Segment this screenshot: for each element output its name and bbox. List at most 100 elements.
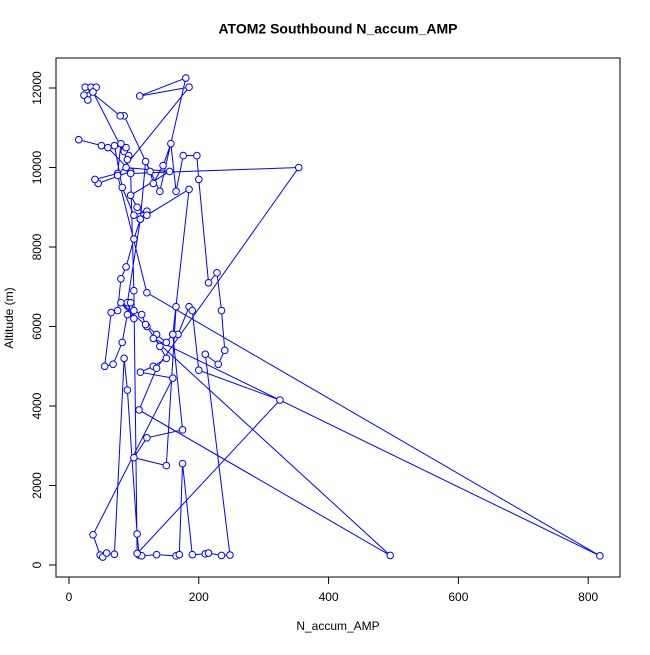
data-point: [84, 96, 92, 104]
data-point: [113, 306, 122, 315]
data-point: [172, 187, 180, 196]
data-point: [107, 308, 115, 317]
data-point: [165, 167, 174, 176]
data-point: [113, 171, 122, 180]
data-point: [149, 179, 158, 188]
data-point: [188, 550, 197, 559]
data-point: [89, 530, 97, 539]
data-point: [102, 549, 111, 557]
data-point: [135, 92, 144, 100]
data-point: [118, 183, 127, 192]
data-point: [178, 426, 187, 434]
data-point: [162, 338, 171, 347]
data-point: [175, 550, 184, 559]
data-point: [194, 366, 203, 375]
data-point: [135, 406, 143, 414]
x-tick-label: 800: [578, 590, 598, 604]
data-point: [143, 288, 151, 297]
data-point: [226, 551, 234, 559]
data-point: [126, 191, 135, 200]
data-point: [156, 342, 164, 351]
data-point: [172, 302, 180, 311]
data-point: [133, 530, 141, 538]
data-point: [149, 334, 158, 343]
y-tick-label: 4000: [30, 392, 44, 419]
data-point: [194, 175, 203, 184]
y-axis-label: Altitude (m): [2, 287, 16, 348]
data-point: [213, 269, 221, 277]
data-point: [117, 298, 125, 307]
data-point: [596, 552, 604, 560]
data-point: [137, 310, 146, 319]
y-tick-label: 6000: [30, 313, 44, 340]
data-point: [130, 453, 138, 462]
data-point: [136, 215, 145, 223]
data-point: [97, 141, 106, 150]
data-point: [141, 320, 150, 329]
data-point: [130, 211, 138, 220]
data-point: [130, 235, 138, 243]
data-point: [130, 306, 138, 315]
data-point: [162, 354, 171, 363]
data-point: [143, 433, 151, 442]
data-point: [201, 350, 210, 359]
x-axis-label: N_accum_AMP: [296, 619, 379, 633]
data-point: [214, 360, 223, 369]
data-point: [204, 278, 213, 287]
data-point: [122, 163, 130, 172]
data-point: [122, 263, 130, 271]
data-point: [133, 203, 141, 212]
y-tick-label: 0: [30, 561, 44, 568]
data-point: [141, 157, 150, 166]
data-point: [130, 286, 138, 295]
x-tick-label: 400: [319, 590, 339, 604]
y-tick-label: 10000: [30, 151, 44, 185]
data-point: [104, 143, 112, 152]
y-tick-label: 12000: [30, 71, 44, 105]
data-point: [169, 330, 177, 339]
data-point: [122, 143, 130, 152]
plot-frame: [55, 57, 621, 578]
data-point: [110, 550, 119, 559]
data-point: [179, 151, 188, 160]
data-point: [159, 161, 167, 170]
x-tick-label: 600: [448, 590, 468, 604]
data-point: [126, 298, 135, 307]
data-point: [182, 74, 190, 82]
y-tick-label: 8000: [30, 233, 44, 260]
data-point: [117, 275, 125, 283]
data-point: [100, 362, 109, 371]
data-point: [185, 185, 193, 194]
data-point: [294, 163, 303, 172]
data-point: [386, 551, 395, 560]
data-point: [143, 211, 151, 220]
data-point: [178, 459, 187, 468]
data-point: [152, 364, 161, 373]
data-point: [146, 167, 154, 176]
data-point: [130, 314, 138, 323]
data-point: [123, 386, 132, 394]
data-point: [133, 549, 141, 558]
data-point: [217, 551, 226, 560]
data-point: [185, 83, 193, 92]
data-point: [276, 396, 284, 404]
x-tick-label: 200: [189, 590, 209, 604]
data-point: [152, 550, 161, 559]
data-point: [217, 306, 226, 315]
data-point: [91, 175, 99, 184]
data-point: [162, 461, 171, 470]
data-point: [89, 88, 97, 96]
data-point: [220, 346, 229, 355]
data-point: [123, 155, 132, 164]
data-point: [204, 549, 213, 557]
data-point: [156, 187, 164, 196]
x-tick-label: 0: [66, 590, 73, 604]
data-point: [74, 135, 83, 144]
data-point: [126, 169, 135, 178]
data-point: [110, 141, 119, 150]
data-point: [123, 310, 132, 319]
data-point: [136, 368, 145, 377]
y-tick-label: 2000: [30, 472, 44, 499]
